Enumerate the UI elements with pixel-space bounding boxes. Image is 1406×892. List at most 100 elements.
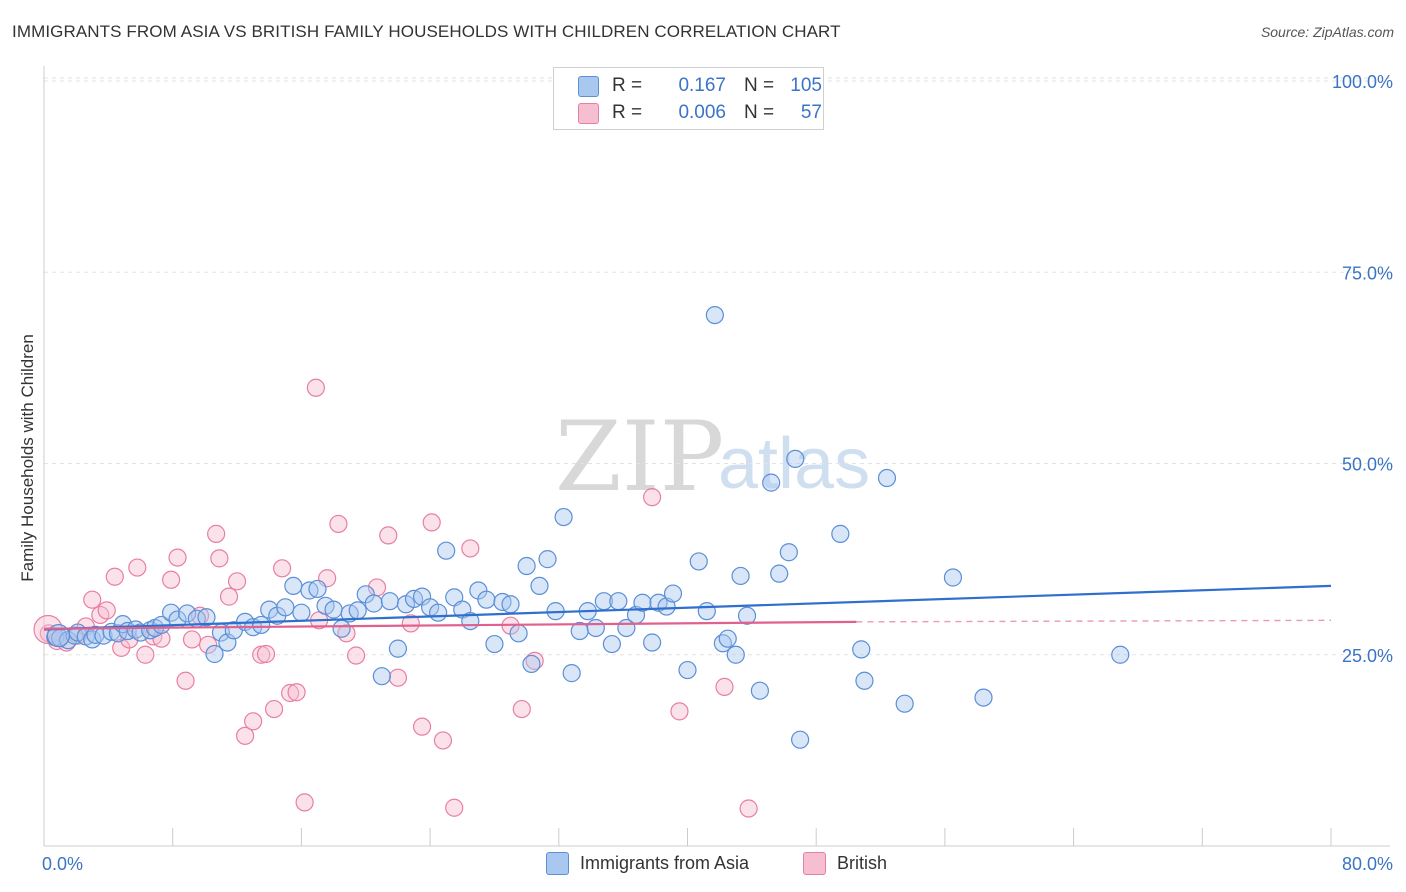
legend-r-label: R = bbox=[612, 75, 643, 96]
asia-point bbox=[554, 507, 573, 527]
series-label-asia: Immigrants from Asia bbox=[580, 853, 750, 873]
legend-r-label: R = bbox=[612, 102, 643, 123]
british-point bbox=[272, 559, 292, 578]
legend-n-label: N = bbox=[744, 102, 775, 123]
chart-title: IMMIGRANTS FROM ASIA VS BRITISH FAMILY H… bbox=[12, 22, 841, 41]
asia-point bbox=[943, 568, 963, 587]
asia-point bbox=[252, 615, 271, 635]
watermark: ZIP atlas bbox=[555, 401, 870, 513]
british-point bbox=[643, 488, 662, 507]
british-point bbox=[176, 671, 195, 690]
british-point bbox=[207, 524, 226, 543]
asia-point bbox=[348, 601, 367, 620]
asia-point bbox=[284, 576, 303, 596]
series-swatch-asia bbox=[546, 852, 569, 875]
asia-point bbox=[332, 619, 351, 638]
asia-point bbox=[509, 624, 528, 643]
british-point bbox=[461, 539, 480, 558]
british-point bbox=[287, 683, 306, 702]
asia-point bbox=[855, 671, 874, 690]
asia-point bbox=[501, 595, 520, 614]
asia-point bbox=[372, 667, 391, 686]
source-label: Source: ZipAtlas.com bbox=[1260, 24, 1394, 40]
legend-n-value-british: 57 bbox=[800, 102, 822, 123]
asia-point bbox=[178, 604, 197, 623]
british-point bbox=[525, 651, 544, 670]
british-point bbox=[252, 645, 271, 664]
asia-point bbox=[1111, 645, 1130, 664]
british-point bbox=[512, 699, 531, 719]
legend-swatch-asia bbox=[578, 75, 599, 97]
asia-trend-line bbox=[43, 584, 1332, 631]
british-point bbox=[168, 548, 187, 567]
watermark-zip: ZIP bbox=[555, 401, 724, 513]
asia-point bbox=[437, 541, 456, 560]
legend-n-value-asia: 105 bbox=[790, 75, 822, 96]
british-point bbox=[715, 677, 734, 696]
asia-point bbox=[292, 603, 311, 622]
asia-point bbox=[609, 592, 628, 611]
british-point bbox=[227, 572, 247, 591]
asia-point bbox=[779, 543, 798, 562]
series-swatch-british bbox=[803, 852, 826, 875]
asia-point bbox=[689, 552, 708, 571]
asia-point bbox=[633, 593, 652, 612]
british-point bbox=[388, 668, 408, 687]
asia-point bbox=[726, 645, 745, 664]
y-tick-label: 50.0% bbox=[1342, 455, 1393, 475]
british-point bbox=[670, 702, 689, 721]
series-label-british: British bbox=[837, 853, 888, 873]
asia-point bbox=[364, 594, 383, 613]
asia-point bbox=[895, 694, 914, 713]
asia-point bbox=[538, 550, 557, 569]
asia-point bbox=[786, 449, 805, 469]
x-tick-label-min: 0.0% bbox=[42, 854, 83, 874]
british-point bbox=[401, 614, 420, 633]
x-tick-label-max: 80.0% bbox=[1342, 854, 1393, 874]
asia-point bbox=[388, 639, 408, 658]
british-point bbox=[329, 514, 348, 534]
asia-point bbox=[485, 634, 504, 654]
british-point bbox=[235, 726, 255, 745]
british-point bbox=[210, 549, 229, 568]
legend-swatch-british bbox=[578, 102, 599, 124]
asia-point bbox=[602, 634, 621, 654]
asia-point bbox=[380, 592, 399, 611]
british-trend-line bbox=[43, 620, 857, 630]
asia-point bbox=[852, 640, 871, 659]
asia-point bbox=[705, 305, 724, 325]
series-legend-british[interactable]: British bbox=[803, 852, 887, 875]
british-point bbox=[182, 630, 202, 649]
asia-point bbox=[831, 524, 850, 543]
asia-point bbox=[678, 660, 697, 680]
british-point bbox=[295, 793, 314, 812]
british-point bbox=[97, 601, 116, 620]
asia-point bbox=[974, 688, 993, 707]
tick-labels: 25.0% 50.0% 75.0% 100.0% 0.0% 80.0% bbox=[42, 72, 1393, 874]
series-legend-asia[interactable]: Immigrants from Asia bbox=[546, 852, 749, 875]
asia-point bbox=[517, 556, 536, 576]
british-point bbox=[136, 645, 155, 664]
british-trend-extension bbox=[856, 619, 1332, 623]
y-tick-label: 100.0% bbox=[1332, 72, 1393, 92]
asia-point bbox=[718, 629, 737, 648]
correlation-legend: R = 0.167 N = 105 R = 0.006 N = 57 bbox=[553, 67, 824, 130]
british-point bbox=[256, 644, 276, 664]
y-tick-label: 75.0% bbox=[1342, 263, 1393, 283]
british-point bbox=[379, 526, 398, 545]
asia-point bbox=[205, 644, 224, 664]
axes bbox=[43, 66, 1390, 847]
british-point bbox=[105, 567, 124, 586]
british-point bbox=[198, 635, 218, 654]
asia-point bbox=[530, 576, 549, 596]
british-point bbox=[739, 799, 758, 818]
asia-point bbox=[663, 584, 683, 603]
british-point bbox=[422, 513, 441, 532]
british-point bbox=[244, 712, 263, 731]
series-legend: Immigrants from Asia British bbox=[0, 852, 1406, 878]
british-point bbox=[128, 558, 147, 577]
asia-point bbox=[586, 618, 605, 638]
asia-point bbox=[429, 603, 448, 622]
asia-point bbox=[791, 730, 810, 749]
